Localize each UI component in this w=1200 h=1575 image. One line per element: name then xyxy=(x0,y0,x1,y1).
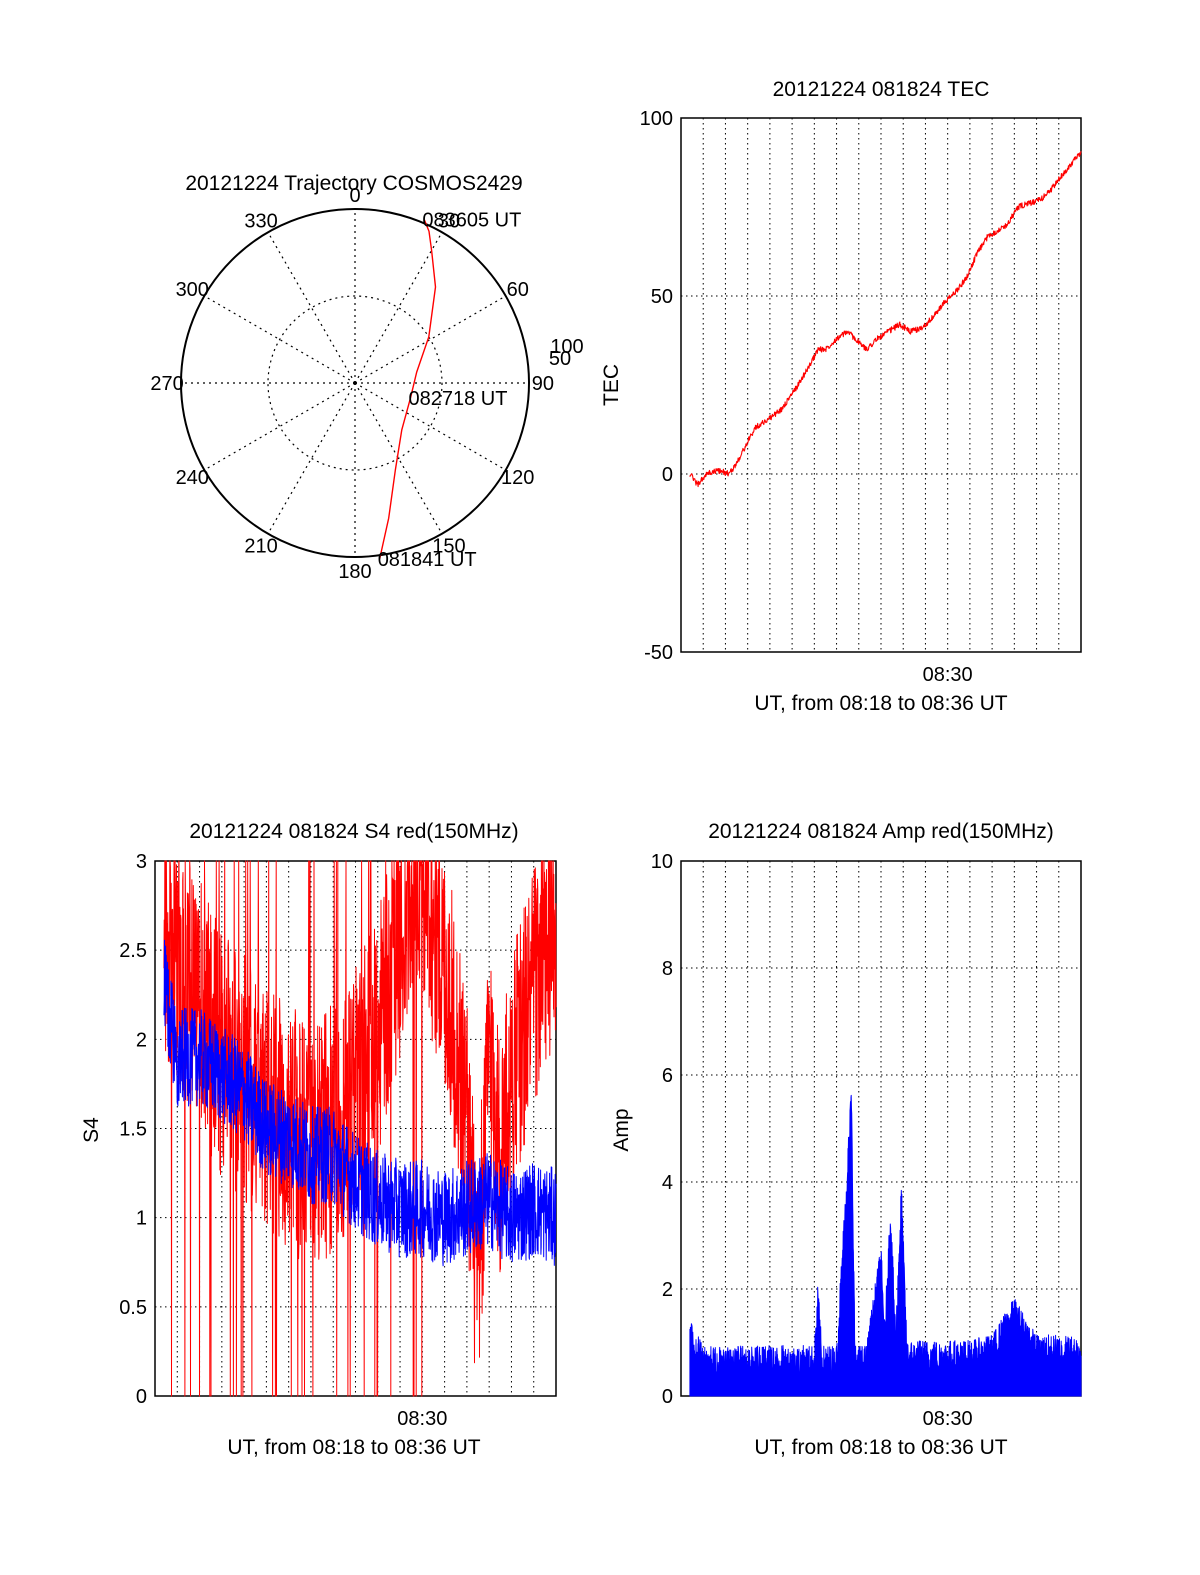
s4-chart: 20121224 081824 S4 red(150MHz) UT, from … xyxy=(80,820,557,1459)
tec-xlabel: UT, from 08:18 to 08:36 UT xyxy=(754,692,1007,715)
amp-xlabel: UT, from 08:18 to 08:36 UT xyxy=(754,1436,1007,1459)
polar-angle-label: 210 xyxy=(244,536,277,558)
polar-spoke xyxy=(267,232,356,384)
series-line xyxy=(689,1094,1082,1397)
y-tick-label: 0 xyxy=(662,464,673,486)
s4-ticks: 3 2.5 2 1.5 1 0.5 0 08:30 xyxy=(119,851,447,1430)
amp-series xyxy=(689,1094,1082,1397)
trajectory-time-label: 083605 UT xyxy=(422,210,521,232)
series-line xyxy=(163,860,557,1397)
polar-angle-label: 240 xyxy=(176,467,209,489)
amp-ticks: 10 8 6 4 2 0 08:30 xyxy=(651,851,973,1430)
polar-angle-label: 300 xyxy=(176,279,209,301)
polar-angle-label: 180 xyxy=(338,561,371,583)
polar-spoke xyxy=(204,382,356,471)
polar-trajectory-chart: 20121224 Trajectory COSMOS2429 0 30 60 90 12… xyxy=(150,172,583,583)
polar-spoke xyxy=(354,382,506,471)
y-tick-label: 10 xyxy=(651,851,673,873)
y-tick-label: 2 xyxy=(136,1029,147,1051)
amp-title: 20121224 081824 Amp red(150MHz) xyxy=(708,820,1054,843)
polar-title: 20121224 Trajectory COSMOS2429 xyxy=(185,172,522,195)
polar-angle-label: 90 xyxy=(532,373,554,395)
x-tick-label: 08:30 xyxy=(923,1408,973,1430)
tec-ticks: 100 50 0 -50 08:30 xyxy=(640,108,973,686)
amp-chart: 20121224 081824 Amp red(150MHz) UT, from… xyxy=(610,820,1082,1459)
polar-angle-label: 120 xyxy=(501,467,534,489)
y-tick-label: 1 xyxy=(136,1208,147,1230)
y-tick-label: 50 xyxy=(651,286,673,308)
polar-angle-label: 0 xyxy=(349,185,360,207)
s4-series xyxy=(163,860,557,1397)
series-line xyxy=(163,939,557,1267)
s4-ylabel: S4 xyxy=(80,1117,103,1143)
x-tick-label: 08:30 xyxy=(397,1408,447,1430)
y-tick-label: 1.5 xyxy=(119,1119,147,1141)
y-tick-label: 100 xyxy=(640,108,673,130)
polar-angle-label: 270 xyxy=(150,373,183,395)
polar-angle-label: 60 xyxy=(507,279,529,301)
trajectory-line xyxy=(379,219,437,559)
tec-title: 20121224 081824 TEC xyxy=(773,78,990,101)
polar-angle-label: 330 xyxy=(244,210,277,232)
polar-radial-label: 100 xyxy=(550,336,583,358)
y-tick-label: 0.5 xyxy=(119,1297,147,1319)
s4-xlabel: UT, from 08:18 to 08:36 UT xyxy=(227,1436,480,1459)
polar-spoke xyxy=(354,232,443,384)
polar-angle-label: 30 xyxy=(438,210,460,232)
tec-chart: 20121224 081824 TEC UT, from 08:18 to 08… xyxy=(600,78,1082,715)
polar-series xyxy=(379,219,437,559)
tec-ylabel: TEC xyxy=(600,364,623,406)
polar-spoke xyxy=(267,382,356,534)
x-tick-label: 08:30 xyxy=(923,664,973,686)
polar-outer-circle xyxy=(180,208,530,558)
y-tick-label: 2 xyxy=(662,1279,673,1301)
polar-inner-circle xyxy=(267,295,443,471)
trajectory-time-label: 081841 UT xyxy=(378,549,477,571)
tec-grid xyxy=(680,117,1082,653)
polar-spoke xyxy=(204,295,356,384)
y-tick-label: -50 xyxy=(644,642,673,664)
y-tick-label: 0 xyxy=(136,1386,147,1408)
y-tick-label: 3 xyxy=(136,851,147,873)
trajectory-time-label: 082718 UT xyxy=(408,388,507,410)
y-tick-label: 0 xyxy=(662,1386,673,1408)
y-tick-label: 8 xyxy=(662,958,673,980)
y-tick-label: 6 xyxy=(662,1065,673,1087)
polar-grid xyxy=(180,208,530,558)
polar-radial-label: 50 xyxy=(549,348,571,370)
polar-angle-label: 150 xyxy=(432,536,465,558)
polar-spoke xyxy=(354,295,506,384)
y-tick-label: 4 xyxy=(662,1172,673,1194)
polar-spoke xyxy=(354,382,443,534)
tec-series xyxy=(689,151,1082,488)
y-tick-label: 2.5 xyxy=(119,940,147,962)
plot-frame xyxy=(154,860,557,1397)
plot-frame xyxy=(680,117,1082,653)
s4-title: 20121224 081824 S4 red(150MHz) xyxy=(189,820,518,843)
amp-ylabel: Amp xyxy=(610,1108,633,1151)
series-line xyxy=(689,151,1082,488)
